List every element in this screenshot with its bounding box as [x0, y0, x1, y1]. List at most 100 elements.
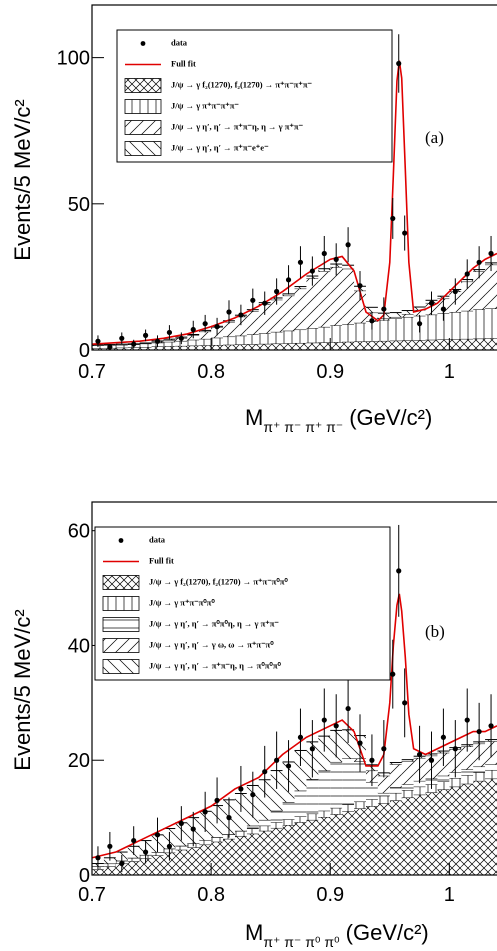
data-point: [357, 283, 363, 289]
legend-label: J/ψ → γ η′, η′ → π⁺π⁻η, η → π⁰π⁰π⁰: [149, 660, 281, 670]
data-point: [476, 728, 482, 735]
y-tick-label: 50: [68, 194, 90, 216]
component-bin: [92, 869, 104, 875]
data-point: [202, 321, 208, 327]
component-bin: [246, 344, 259, 350]
component-bin: [437, 775, 450, 782]
component-bin: [139, 343, 152, 348]
component-bin: [330, 342, 343, 350]
component-bin: [223, 344, 235, 350]
legend-label: Full fit: [171, 58, 196, 68]
data-point: [402, 700, 408, 706]
component-bin: [115, 347, 128, 350]
component-bin: [270, 822, 283, 828]
component-bin: [473, 766, 486, 773]
data-point: [274, 757, 280, 763]
component-bin: [330, 266, 343, 326]
component-bin: [139, 347, 152, 350]
component-bin: [151, 346, 164, 350]
component-bin: [151, 852, 164, 856]
legend-label: J/ψ → γ η′, η′ → γ ω, ω → π⁺π⁻π⁰: [149, 639, 274, 649]
component-bin: [246, 334, 259, 345]
data-point: [119, 335, 125, 341]
data-point: [262, 300, 268, 306]
component-bin: [246, 311, 259, 335]
x-axis-title: Mπ⁺ π⁻ π⁰ π⁰ (GeV/c²): [245, 920, 429, 950]
component-bin: [330, 807, 343, 815]
component-bin: [342, 268, 355, 325]
legend-swatch: [102, 659, 140, 674]
data-point: [321, 717, 327, 723]
component-bin: [282, 295, 295, 331]
data-point: [452, 746, 458, 752]
component-bin: [377, 795, 390, 804]
component-bin: [485, 308, 497, 339]
data-point: [428, 300, 435, 306]
y-tick-label: 20: [68, 750, 90, 772]
legend-label: J/ψ → γ η′, η′ → π⁰π⁰η, η → γ π⁺π⁻: [149, 618, 279, 628]
component-bin: [306, 328, 319, 343]
component-bin: [187, 847, 200, 875]
legend-label: J/ψ → γ π⁺π⁻π⁺π⁻: [171, 100, 239, 110]
data-point: [488, 723, 494, 729]
component-bin: [306, 779, 319, 814]
data-point: [262, 769, 268, 775]
component-bin: [425, 792, 438, 875]
component-bin: [389, 787, 402, 793]
component-bin: [401, 790, 414, 798]
component-bin: [282, 819, 295, 826]
y-tick-label: 40: [68, 635, 90, 657]
component-bin: [354, 808, 366, 875]
x-tick-label: 1: [444, 361, 455, 383]
component-bin: [92, 348, 104, 350]
panel-label: (b): [425, 622, 445, 641]
data-point: [166, 329, 173, 336]
component-bin: [389, 762, 402, 765]
legend-marker: [140, 41, 146, 46]
legend-label: Full fit: [149, 555, 174, 565]
component-bin: [485, 338, 497, 350]
x-title-sub: π⁺ π⁻ π⁺ π⁻: [263, 419, 343, 435]
component-bin: [258, 830, 271, 875]
component-bin: [413, 786, 426, 795]
component-bin: [318, 736, 331, 771]
component-bin: [199, 331, 212, 339]
data-point: [178, 335, 184, 341]
component-bin: [437, 781, 450, 790]
component-bin: [187, 345, 200, 350]
component-bin: [342, 804, 355, 812]
component-bin: [365, 321, 378, 342]
component-bin: [401, 310, 414, 315]
component-bin: [127, 861, 140, 875]
component-bin: [294, 329, 307, 343]
component-bin: [413, 340, 426, 350]
component-bin: [115, 344, 128, 348]
plot-area: [92, 34, 497, 350]
component-bin: [377, 319, 390, 341]
component-bin: [270, 770, 283, 811]
x-title-unit: (GeV/c²): [349, 405, 432, 430]
component-bin: [425, 314, 438, 340]
y-tick-label: 60: [68, 521, 90, 543]
legend-swatch: [124, 141, 162, 156]
legend-swatch: [102, 638, 140, 653]
data-point: [369, 757, 375, 763]
data-point: [297, 259, 304, 265]
y-tick-label: 0: [79, 865, 90, 887]
x-tick-label: 0.7: [78, 361, 106, 383]
component-bin: [389, 318, 402, 341]
component-bin: [354, 761, 366, 802]
component-bin: [211, 841, 224, 875]
component-bin: [354, 801, 366, 809]
data-point: [416, 751, 423, 758]
component-bin: [163, 340, 176, 342]
component-bin: [270, 343, 283, 350]
x-title-main: M: [245, 405, 263, 430]
component-bin: [246, 825, 259, 829]
component-bin: [246, 833, 259, 875]
x-title-sub: π⁺ π⁻ π⁰ π⁰: [263, 934, 340, 950]
component-bin: [425, 339, 438, 350]
component-bin: [342, 729, 355, 759]
x-tick-label: 0.9: [316, 884, 344, 906]
component-bin: [139, 858, 152, 875]
